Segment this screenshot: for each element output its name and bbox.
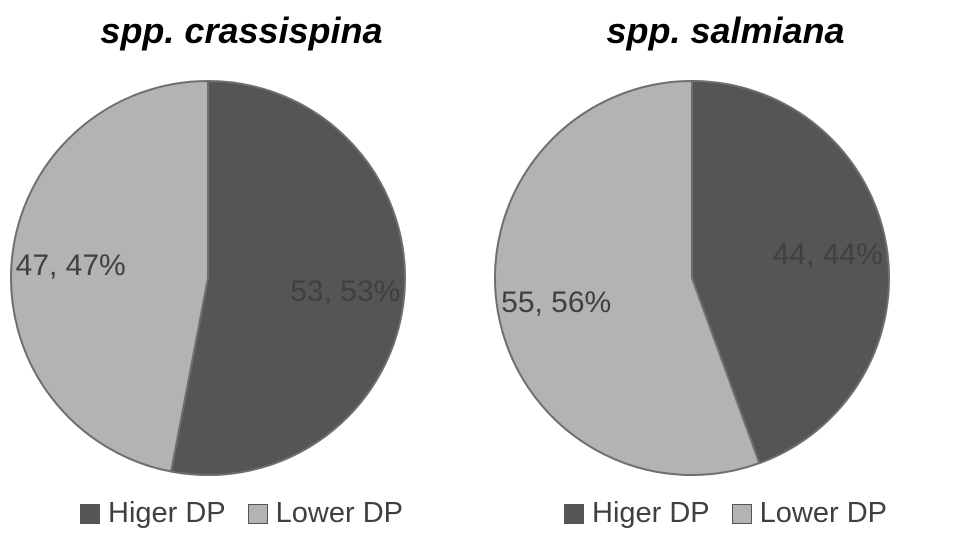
chart-title: spp. salmiana — [606, 10, 845, 51]
legend-swatch — [80, 503, 100, 524]
chart-title: spp. crassispina — [100, 10, 383, 51]
legend-item-higer-dp: Higer DP — [564, 497, 710, 530]
legend: Higer DP Lower DP — [0, 497, 483, 530]
data-label: 53, 53% — [290, 275, 400, 308]
pie-slice-higer-dp — [169, 79, 407, 476]
legend-item-lower-dp: Lower DP — [247, 497, 403, 530]
legend-label: Higer DP — [108, 497, 226, 529]
pie-panel-salmiana: spp. salmiana 44, 44% 55, 56% Higer DP Lo… — [484, 0, 967, 551]
pie-slice-lower-dp — [10, 79, 209, 473]
pie-slice-higer-dp — [691, 79, 891, 465]
legend-swatch — [564, 503, 584, 524]
data-label: 44, 44% — [773, 238, 883, 271]
legend-item-higer-dp: Higer DP — [80, 497, 226, 530]
pie-chart-crassispina: 53, 53% 47, 47% — [10, 79, 407, 476]
legend-label: Higer DP — [592, 497, 710, 529]
legend-swatch — [247, 503, 268, 524]
data-label: 55, 56% — [501, 286, 611, 319]
legend-label: Lower DP — [275, 497, 403, 529]
legend: Higer DP Lower DP — [484, 497, 967, 530]
pie-slice-lower-dp — [494, 79, 761, 476]
data-label: 47, 47% — [16, 249, 126, 282]
pie-panel-crassispina: spp. crassispina 53, 53% 47, 47% Higer DP… — [0, 0, 483, 551]
legend-item-lower-dp: Lower DP — [731, 497, 887, 530]
pie-chart-salmiana: 44, 44% 55, 56% — [494, 79, 891, 476]
legend-label: Lower DP — [759, 497, 887, 529]
legend-swatch — [731, 503, 752, 524]
